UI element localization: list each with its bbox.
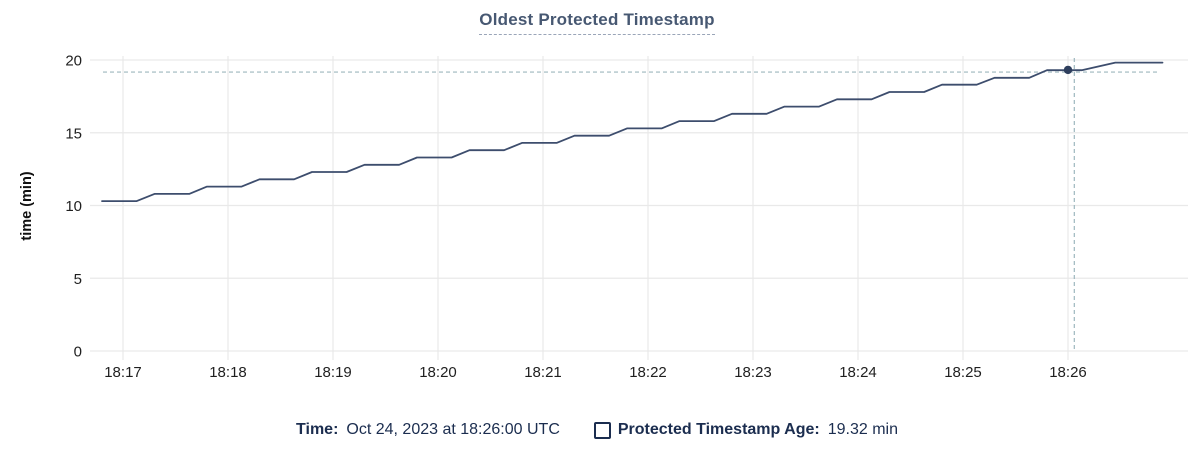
legend-series-value: 19.32 min	[827, 421, 898, 438]
x-tick-label: 18:21	[524, 364, 562, 381]
legend-series-label: Protected Timestamp Age:	[617, 421, 820, 438]
chart-footer-legend: Time: Oct 24, 2023 at 18:26:00 UTC Prote…	[0, 421, 1194, 439]
y-tick-label: 5	[74, 271, 82, 288]
chart-title[interactable]: Oldest Protected Timestamp	[479, 10, 715, 35]
hover-point-dot	[1063, 65, 1073, 75]
x-tick-label: 18:26	[1049, 364, 1087, 381]
y-tick-label: 15	[65, 125, 82, 142]
legend-checkbox-icon[interactable]	[593, 421, 611, 439]
legend-item-protected-timestamp-age[interactable]: Protected Timestamp Age: 19.32 min	[593, 421, 898, 439]
x-tick-label: 18:19	[314, 364, 352, 381]
x-tick-label: 18:17	[104, 364, 142, 381]
hover-crosshair	[103, 58, 1157, 351]
chart-title-row: Oldest Protected Timestamp	[0, 10, 1194, 35]
footer-time-label: Time:	[296, 421, 339, 438]
y-tick-label: 0	[74, 344, 82, 361]
y-axis-title: time (min)	[19, 171, 35, 240]
x-tick-label: 18:24	[839, 364, 877, 381]
footer-time-value: Oct 24, 2023 at 18:26:00 UTC	[346, 421, 560, 438]
y-tick-label: 20	[65, 53, 82, 70]
y-tick-label: 10	[65, 198, 82, 215]
x-tick-label: 18:20	[419, 364, 457, 381]
series-line-protected-timestamp-age	[101, 61, 1164, 203]
x-tick-label: 18:25	[944, 364, 982, 381]
x-tick-label: 18:22	[629, 364, 667, 381]
x-tick-label: 18:18	[209, 364, 247, 381]
x-tick-label: 18:23	[734, 364, 772, 381]
gridlines	[90, 56, 1188, 360]
axis-labels: 0 5 10 15 20 18:17 18:18 18:19 18:20 18:21 18:22 18…	[65, 53, 1086, 382]
